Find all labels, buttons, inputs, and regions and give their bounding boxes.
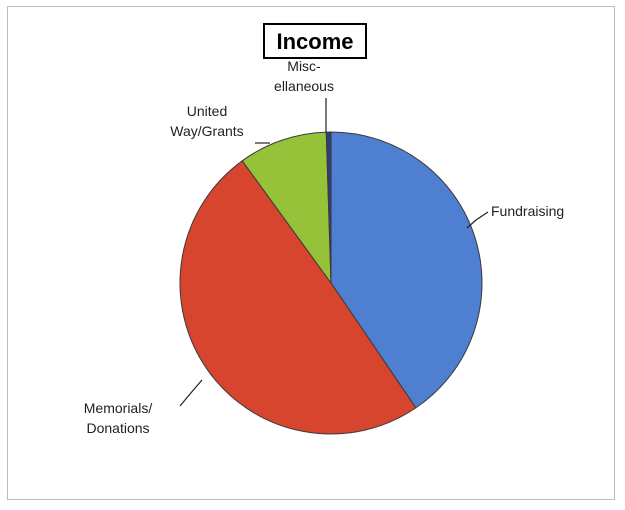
slice-label-line: Misc- <box>287 58 321 74</box>
leader-lines <box>179 98 489 407</box>
pie-slice-0 <box>330 131 483 409</box>
slice-label-line: Way/Grants <box>170 123 243 139</box>
leader-line-1 <box>179 379 203 407</box>
pie-slice-3 <box>325 131 332 284</box>
slice-label-1: Memorials/Donations <box>84 400 153 436</box>
slice-label-line: Memorials/ <box>84 400 153 416</box>
pie-slices <box>179 131 483 435</box>
slice-label-line: Fundraising <box>491 203 564 219</box>
pie-slice-1 <box>179 160 417 435</box>
slice-label-2: United Way/Grants <box>170 103 243 139</box>
chart-title: Income <box>276 29 353 54</box>
slice-label-line: Donations <box>86 420 149 436</box>
slice-label-line: ellaneous <box>274 78 334 94</box>
pie-slice-2 <box>241 131 332 285</box>
slice-label-3: Misc-ellaneous <box>274 58 334 94</box>
leader-line-0 <box>466 211 489 229</box>
slice-label-0: Fundraising <box>491 203 564 219</box>
title-box <box>263 23 367 59</box>
slice-labels: Fundraising Memorials/Donations United Way/… <box>84 58 564 436</box>
slice-label-line: United <box>187 103 227 119</box>
